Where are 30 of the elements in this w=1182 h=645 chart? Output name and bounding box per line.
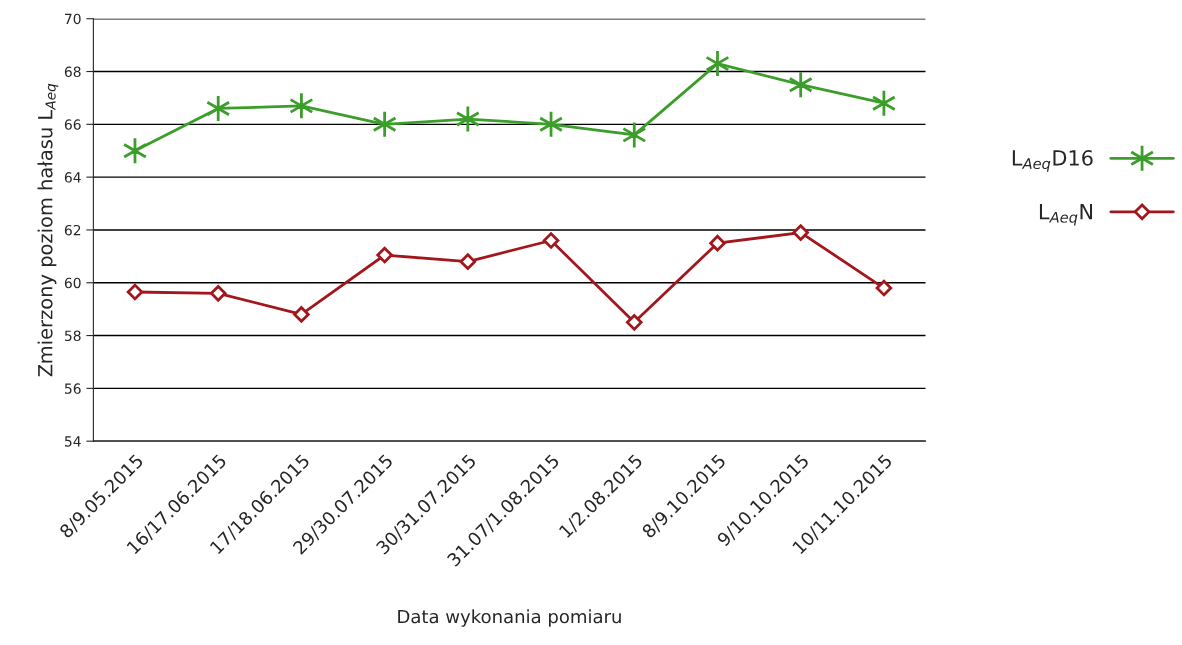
y-tick-label: 54 bbox=[64, 436, 81, 447]
point bbox=[705, 49, 730, 78]
point bbox=[875, 279, 893, 297]
point bbox=[788, 70, 813, 99]
point bbox=[455, 105, 481, 133]
y-tick-label: 62 bbox=[64, 224, 81, 236]
y-tick-label: 56 bbox=[64, 383, 81, 394]
point bbox=[372, 110, 397, 139]
y-tick-label: 66 bbox=[64, 119, 81, 130]
y-tick-label: 58 bbox=[64, 330, 81, 342]
y-axis-title: Zmierzony poziom hałasu L$_{Aeq}$ bbox=[37, 83, 59, 377]
legend-label: L$_{Aeq}$D16 bbox=[1012, 149, 1093, 172]
y-tick-label: 64 bbox=[64, 172, 81, 183]
point bbox=[622, 121, 647, 149]
point bbox=[205, 94, 231, 123]
point bbox=[293, 306, 310, 323]
point bbox=[626, 314, 643, 331]
legend-label: L$_{Aeq}$N bbox=[1039, 203, 1093, 226]
point bbox=[126, 283, 144, 301]
y-tick-label: 68 bbox=[64, 66, 81, 77]
point bbox=[792, 224, 809, 241]
point bbox=[209, 285, 227, 302]
y-tick-label: 70 bbox=[65, 13, 81, 25]
x-axis-title: Data wykonania pomiaru bbox=[398, 609, 621, 627]
point bbox=[376, 246, 393, 264]
y-tick-label: 60 bbox=[64, 277, 81, 289]
point bbox=[542, 232, 560, 249]
point bbox=[289, 91, 314, 120]
point bbox=[709, 234, 726, 252]
point bbox=[459, 253, 477, 270]
